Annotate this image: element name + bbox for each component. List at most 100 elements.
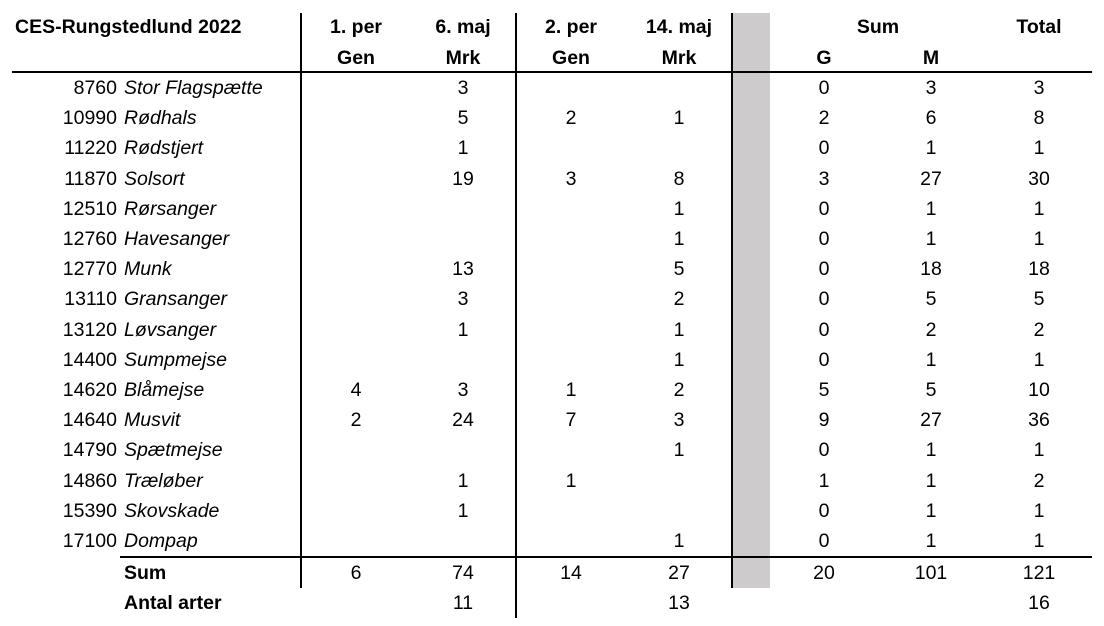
row-p2-gen: 2 (565, 107, 577, 130)
row-sum-m: 5 (925, 288, 937, 311)
row-code: 12510 (62, 197, 117, 220)
row-sum-m: 5 (925, 379, 937, 401)
row-sum-m: 1 (925, 530, 937, 552)
row-sum-g: 0 (818, 228, 830, 250)
row-d1-mrk: 1 (457, 137, 469, 160)
row-species: Gransanger (124, 288, 227, 311)
divider-before-sum (731, 13, 733, 588)
sum-d2-mrk: 27 (668, 562, 690, 584)
row-sum-m: 2 (925, 318, 937, 341)
row-d2-mrk: 1 (673, 530, 685, 552)
row-code: 12760 (62, 228, 117, 250)
row-d1-mrk: 3 (457, 379, 469, 401)
row-total: 30 (1028, 167, 1050, 190)
row-total: 18 (1028, 258, 1050, 281)
row-species: Spætmejse (124, 439, 223, 462)
row-code: 12770 (62, 258, 117, 281)
row-sum-m: 1 (925, 439, 937, 462)
row-d1-mrk: 3 (457, 288, 469, 311)
sum-label: Sum (124, 562, 167, 584)
sum-topline (120, 556, 1092, 558)
row-sum-g: 5 (818, 379, 830, 401)
row-d2-mrk: 8 (673, 167, 685, 190)
subheader-sum-g: G (816, 47, 832, 69)
row-sum-m: 18 (920, 258, 942, 281)
row-sum-g: 0 (818, 77, 830, 99)
row-d2-mrk: 1 (673, 318, 685, 341)
row-sum-g: 0 (818, 288, 830, 311)
row-sum-m: 3 (925, 77, 937, 99)
row-d2-mrk: 5 (673, 258, 685, 281)
header-d2: 14. maj (645, 16, 713, 38)
subheader-sum-m: M (922, 47, 940, 69)
row-total: 2 (1033, 469, 1045, 492)
row-species: Stor Flagspætte (124, 77, 263, 99)
row-d1-mrk: 5 (457, 107, 469, 130)
row-d2-mrk: 1 (673, 107, 685, 130)
subheader-p1-gen: Gen (337, 47, 375, 69)
row-code: 11870 (64, 167, 117, 190)
row-code: 14790 (62, 439, 117, 462)
sum-total: 121 (1022, 562, 1056, 584)
row-sum-g: 0 (818, 318, 830, 341)
row-sum-m: 1 (925, 348, 937, 371)
row-p1-gen: 4 (350, 379, 362, 401)
divider-after-period1 (515, 13, 517, 618)
row-species: Rødstjert (124, 137, 204, 160)
row-species: Rørsanger (124, 197, 217, 220)
row-sum-g: 0 (818, 499, 830, 522)
row-sum-m: 6 (925, 107, 937, 130)
row-sum-g: 1 (818, 469, 830, 492)
row-sum-g: 0 (818, 348, 830, 371)
row-p2-gen: 7 (565, 409, 577, 432)
sum-d1-mrk: 74 (452, 562, 474, 584)
row-d1-mrk: 19 (452, 167, 474, 190)
row-code: 11220 (64, 137, 117, 160)
row-sum-g: 3 (818, 167, 830, 190)
divider-after-names (300, 13, 302, 588)
row-sum-g: 0 (818, 530, 830, 552)
species-count-d2: 13 (668, 592, 690, 614)
header-underline (12, 71, 1092, 73)
row-d2-mrk: 2 (673, 379, 685, 401)
sum-g: 20 (813, 562, 835, 584)
table-title: CES-Rungstedlund 2022 (15, 16, 242, 38)
row-total: 1 (1033, 348, 1045, 371)
row-species: Løvsanger (124, 318, 217, 341)
row-species: Træløber (124, 469, 203, 492)
row-sum-g: 2 (818, 107, 830, 130)
row-total: 36 (1028, 409, 1050, 432)
row-total: 1 (1033, 137, 1045, 160)
row-d1-mrk: 24 (452, 409, 474, 432)
row-total: 2 (1033, 318, 1045, 341)
row-sum-m: 1 (925, 469, 937, 492)
row-d2-mrk: 2 (673, 288, 685, 311)
row-species: Dompap (124, 530, 198, 552)
row-species: Solsort (124, 167, 185, 190)
row-species: Musvit (124, 409, 181, 432)
row-total: 1 (1033, 439, 1045, 462)
row-species: Havesanger (124, 228, 230, 250)
row-d2-mrk: 1 (673, 348, 685, 371)
row-sum-m: 1 (925, 228, 937, 250)
header-sum: Sum (856, 16, 900, 38)
row-sum-g: 0 (818, 258, 830, 281)
row-code: 14620 (62, 379, 117, 401)
row-total: 8 (1033, 107, 1045, 130)
row-species: Skovskade (124, 499, 220, 522)
row-p1-gen: 2 (350, 409, 362, 432)
row-sum-g: 0 (818, 439, 830, 462)
subheader-d2-mrk: Mrk (661, 47, 697, 69)
row-code: 8760 (73, 77, 117, 99)
row-code: 13120 (62, 318, 117, 341)
species-count-total: 16 (1028, 592, 1050, 614)
species-count-d1: 11 (452, 592, 474, 614)
row-d2-mrk: 1 (673, 439, 685, 462)
row-species: Sumpmejse (124, 348, 227, 371)
row-code: 14860 (62, 469, 117, 492)
row-code: 15390 (62, 499, 117, 522)
row-total: 1 (1033, 499, 1045, 522)
header-total: Total (1016, 16, 1062, 38)
row-sum-g: 9 (818, 409, 830, 432)
species-count-label: Antal arter (124, 592, 222, 614)
